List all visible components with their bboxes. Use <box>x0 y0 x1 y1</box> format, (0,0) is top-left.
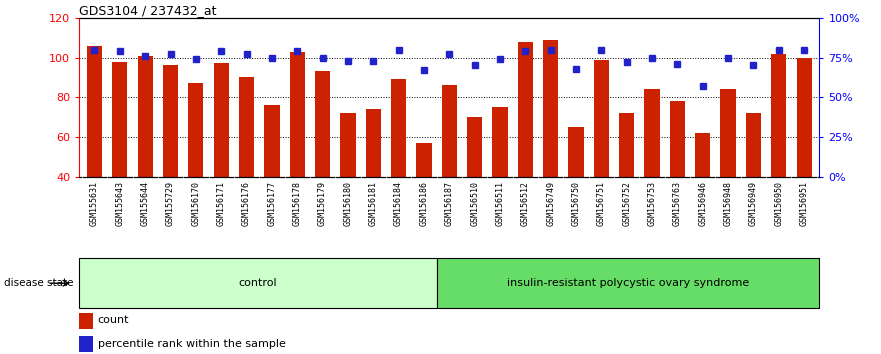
Text: GSM156751: GSM156751 <box>596 181 606 226</box>
Bar <box>796 57 811 177</box>
Bar <box>366 109 381 177</box>
Bar <box>79 336 93 352</box>
Bar <box>79 258 437 308</box>
Text: GDS3104 / 237432_at: GDS3104 / 237432_at <box>79 4 217 17</box>
Text: percentile rank within the sample: percentile rank within the sample <box>98 339 285 349</box>
Text: GSM155643: GSM155643 <box>115 181 124 226</box>
Bar <box>189 84 204 177</box>
Bar <box>771 53 787 177</box>
Bar <box>290 52 305 177</box>
Bar <box>746 113 761 177</box>
Text: GSM156763: GSM156763 <box>673 181 682 226</box>
Text: control: control <box>239 278 278 288</box>
Text: GSM156179: GSM156179 <box>318 181 327 226</box>
Text: GSM155631: GSM155631 <box>90 181 99 226</box>
Bar <box>213 63 229 177</box>
Text: GSM156187: GSM156187 <box>445 181 454 226</box>
Bar <box>568 127 583 177</box>
Bar <box>492 107 507 177</box>
Bar <box>239 78 254 177</box>
Text: GSM156752: GSM156752 <box>622 181 631 226</box>
Bar <box>112 62 128 177</box>
Bar <box>721 89 736 177</box>
Text: GSM156181: GSM156181 <box>369 181 378 226</box>
Bar <box>417 143 432 177</box>
Text: GSM156946: GSM156946 <box>699 181 707 226</box>
Bar <box>391 79 406 177</box>
Bar <box>137 56 152 177</box>
Text: GSM156170: GSM156170 <box>191 181 200 226</box>
Bar <box>437 258 819 308</box>
Bar <box>518 42 533 177</box>
Text: GSM156176: GSM156176 <box>242 181 251 226</box>
Text: GSM156948: GSM156948 <box>723 181 733 226</box>
Bar <box>340 113 356 177</box>
Text: GSM156749: GSM156749 <box>546 181 555 226</box>
Bar <box>543 40 559 177</box>
Bar <box>163 65 178 177</box>
Text: GSM156511: GSM156511 <box>495 181 505 226</box>
Text: GSM156186: GSM156186 <box>419 181 428 226</box>
Bar <box>441 85 457 177</box>
Bar <box>87 46 102 177</box>
Text: GSM156951: GSM156951 <box>800 181 809 226</box>
Bar <box>619 113 634 177</box>
Text: GSM156512: GSM156512 <box>521 181 529 226</box>
Bar <box>467 117 482 177</box>
Text: GSM156177: GSM156177 <box>268 181 277 226</box>
Text: GSM156171: GSM156171 <box>217 181 226 226</box>
Text: GSM156180: GSM156180 <box>344 181 352 226</box>
Bar <box>645 89 660 177</box>
Bar <box>695 133 710 177</box>
Text: disease state: disease state <box>4 278 74 288</box>
Text: GSM156753: GSM156753 <box>648 181 656 226</box>
Bar <box>594 59 609 177</box>
Text: count: count <box>98 315 130 325</box>
Text: GSM156750: GSM156750 <box>572 181 581 226</box>
Text: GSM156178: GSM156178 <box>292 181 302 226</box>
Text: insulin-resistant polycystic ovary syndrome: insulin-resistant polycystic ovary syndr… <box>507 278 749 288</box>
Bar <box>670 101 685 177</box>
Text: GSM156949: GSM156949 <box>749 181 758 226</box>
Text: GSM156510: GSM156510 <box>470 181 479 226</box>
Bar <box>264 105 279 177</box>
Text: GSM156950: GSM156950 <box>774 181 783 226</box>
Text: GSM155729: GSM155729 <box>166 181 175 226</box>
Text: GSM156184: GSM156184 <box>394 181 403 226</box>
Bar <box>315 72 330 177</box>
Bar <box>79 313 93 329</box>
Text: GSM155644: GSM155644 <box>141 181 150 226</box>
